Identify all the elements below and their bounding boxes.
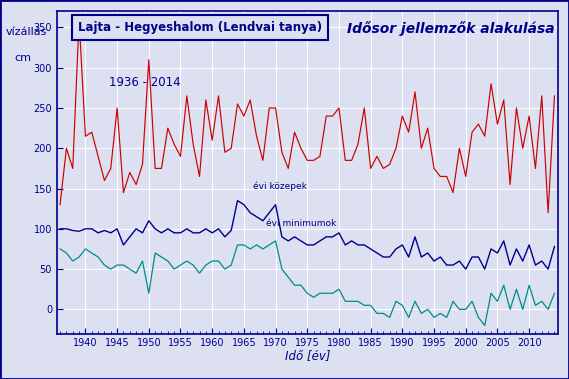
X-axis label: Idő [év]: Idő [év] [284,350,330,363]
Text: évi közepek: évi közepek [253,181,307,191]
Text: vízállás: vízállás [6,27,47,36]
Text: Lajta - Hegyeshalom (Lendvai tanya): Lajta - Hegyeshalom (Lendvai tanya) [77,21,321,34]
Text: cm: cm [14,53,31,63]
Text: Idősor jellemzők alakulása: Idősor jellemzők alakulása [347,21,555,36]
Text: 1936 - 2014: 1936 - 2014 [109,76,180,89]
Text: évi minimumok: évi minimumok [266,219,336,229]
